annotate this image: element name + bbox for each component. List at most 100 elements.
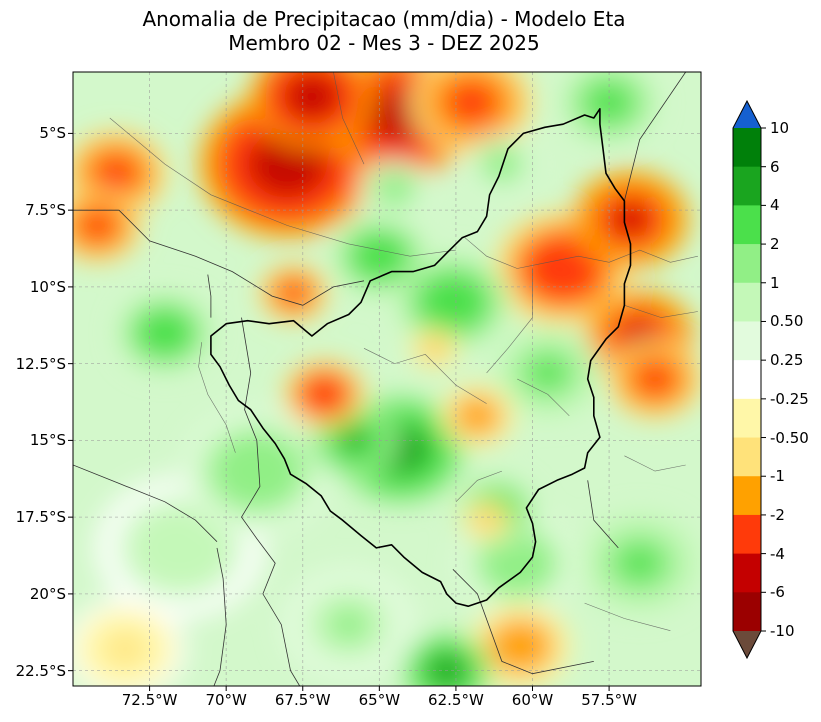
colorbar-bin xyxy=(733,166,761,206)
wet-anomaly-cell xyxy=(117,293,213,373)
colorbar-bin xyxy=(733,514,761,555)
x-tick-label: 60°W xyxy=(511,691,554,709)
state-boundary-line xyxy=(333,72,365,165)
state-boundary-line xyxy=(464,237,698,269)
x-tick-label: 57.5°W xyxy=(581,691,637,709)
y-tick-label: 10°S xyxy=(29,277,66,296)
region-outline xyxy=(210,108,632,608)
y-tick-label: 20°S xyxy=(29,584,66,603)
state-boundary-line xyxy=(486,268,533,374)
graticule xyxy=(73,72,701,686)
colorbar-bin xyxy=(733,244,761,284)
state-boundary-line xyxy=(198,342,236,453)
colorbar-label: -1 xyxy=(770,467,785,486)
country-boundary-line xyxy=(207,274,212,318)
colorbar-label: 4 xyxy=(770,196,780,215)
wet-anomaly-cell xyxy=(468,135,536,193)
colorbar-label: 10 xyxy=(770,119,790,137)
dry-anomaly-cell xyxy=(462,500,511,540)
anomaly-contour-band xyxy=(466,406,489,426)
anomaly-contour-band xyxy=(328,607,369,642)
wet-anomaly-cell xyxy=(281,568,417,681)
axis-ticks xyxy=(68,132,610,691)
anomaly-contour-band xyxy=(542,251,584,286)
colorbar-label: -0.25 xyxy=(770,389,809,408)
state-boundary-line xyxy=(517,378,570,417)
colorbar xyxy=(732,99,766,660)
anomaly-contour-band xyxy=(498,547,536,579)
anomaly-contour-band xyxy=(283,284,304,302)
country-boundaries xyxy=(73,72,687,686)
colorbar-label: -2 xyxy=(770,505,785,524)
wet-anomaly-cell xyxy=(579,512,701,614)
wet-anomaly-cell xyxy=(360,160,429,217)
anomaly-contour-band xyxy=(505,633,536,659)
y-tick-label: 22.5°S xyxy=(15,661,66,680)
colorbar-label: -4 xyxy=(770,544,785,563)
colorbar-label: 1 xyxy=(770,273,780,292)
dry-anomaly-cell xyxy=(573,171,688,268)
colorbar-bin xyxy=(733,360,761,400)
anomaly-contour-band xyxy=(293,81,331,112)
plot-frame xyxy=(72,71,702,687)
anomaly-contour-band xyxy=(384,180,405,198)
y-tick-label: 12.5°S xyxy=(15,354,66,373)
dry-anomaly-cell xyxy=(251,72,373,148)
colorbar-over-arrow xyxy=(733,101,761,128)
anomaly-contour-band xyxy=(365,244,394,269)
y-tick-label: 15°S xyxy=(29,431,66,450)
country-boundary-line xyxy=(73,464,218,542)
dry-anomaly-cell xyxy=(607,339,701,419)
state-boundary-line xyxy=(109,117,456,257)
x-tick-label: 65°W xyxy=(358,691,401,709)
colorbar-bin xyxy=(733,205,761,245)
colorbar-label: -0.50 xyxy=(770,428,809,447)
x-tick-label: 62.5°W xyxy=(428,691,484,709)
dry-anomaly-cell xyxy=(440,384,515,447)
anomaly-contour-band xyxy=(84,214,111,237)
region-outline-group xyxy=(210,108,632,608)
country-boundary-line xyxy=(452,569,594,675)
map-title-line-1: Anomalia de Precipitacao (mm/dia) - Mode… xyxy=(142,7,626,31)
anomaly-contour-band xyxy=(613,204,648,234)
dry-anomaly-cell xyxy=(469,603,571,686)
dry-anomaly-cell xyxy=(259,264,328,322)
anomaly-contour-band xyxy=(106,633,144,665)
colorbar-bin xyxy=(733,437,761,477)
country-boundary-line xyxy=(73,209,365,306)
anomaly-contour-band xyxy=(427,342,442,355)
x-tick-label: 72.5°W xyxy=(121,691,178,709)
y-tick-label: 17.5°S xyxy=(15,508,66,527)
anomaly-contour-band xyxy=(621,547,658,579)
dry-anomaly-cell xyxy=(73,598,186,686)
dry-anomaly-cell xyxy=(73,131,167,216)
colorbar-label: -6 xyxy=(770,583,785,602)
map-title-line-2: Membro 02 - Mes 3 - DEZ 2025 xyxy=(228,31,540,55)
anomaly-contour-band xyxy=(479,514,494,527)
state-boundary-line xyxy=(624,305,698,318)
wet-anomaly-cell xyxy=(182,409,331,534)
colorbar-bin xyxy=(733,553,761,593)
dry-anomaly-cell xyxy=(495,212,631,325)
dry-anomaly-cell xyxy=(410,328,459,369)
anomaly-contour-band xyxy=(435,287,471,317)
anomaly-contour-band xyxy=(234,452,280,490)
dry-anomaly-cell xyxy=(73,188,142,263)
colorbar-bin xyxy=(733,282,761,322)
colorbar-bin xyxy=(733,476,761,516)
colorbar-bin xyxy=(733,321,761,361)
y-tick-label: 5°S xyxy=(39,124,66,143)
country-boundary-line xyxy=(624,72,687,201)
country-boundary-line xyxy=(241,317,301,686)
colorbar-under-arrow xyxy=(733,631,761,658)
wet-anomaly-cell xyxy=(332,216,427,296)
colorbar-label: 0.50 xyxy=(770,312,804,331)
state-boundary-line xyxy=(455,470,503,503)
dry-anomaly-cell xyxy=(283,360,365,429)
anomaly-contour-band xyxy=(341,429,368,452)
colorbar-bin xyxy=(733,398,761,439)
colorbar-label: 6 xyxy=(770,157,780,176)
anomaly-field xyxy=(73,72,701,686)
y-tick-label: 7.5°S xyxy=(25,201,66,220)
